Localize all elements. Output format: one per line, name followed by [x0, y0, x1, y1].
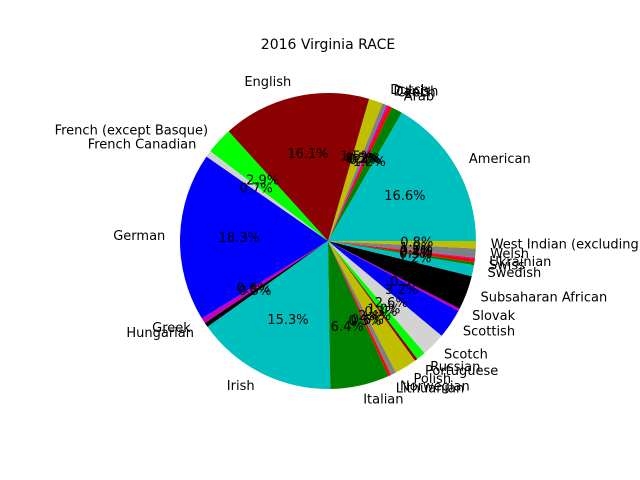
pie-slice-west-indian-excluding: [328, 241, 476, 249]
slice-pct-lithuanian: 0.3%: [348, 314, 381, 329]
slice-pct-german: 18.3%: [219, 231, 260, 246]
pie-slice-unlabeled-26: [328, 241, 476, 259]
slice-pct-english: 16.1%: [287, 147, 328, 162]
pie-slices: [179, 93, 476, 389]
slice-label-hungarian: Hungarian: [126, 326, 194, 341]
slice-label-french-canadian: French Canadian: [88, 138, 197, 153]
slice-pct-ukrainian: 0.4%: [399, 245, 432, 260]
slice-pct-welsh: 1.0%: [400, 241, 433, 256]
slice-label-slovak: Slovak: [472, 309, 515, 324]
pie-slice-hungarian: [204, 241, 328, 327]
slice-label-swedish: Swedish: [488, 266, 542, 281]
pie-slice-american: [328, 112, 476, 241]
slice-label-norwegian: Norwegian: [400, 380, 470, 395]
slice-pct-swiss: 0.3%: [399, 247, 432, 262]
slice-label-swiss: Swiss: [489, 259, 525, 274]
pie-slice-italian: [328, 241, 389, 389]
slice-label-english: English: [244, 75, 291, 90]
slice-label-russian: Russian: [430, 360, 480, 375]
pie-slice-swedish: [328, 241, 475, 277]
slice-label-german: German: [113, 229, 165, 244]
pie-slice-french-canadian: [206, 151, 328, 241]
slice-label-west-indian-excluding: West Indian (excluding: [491, 238, 639, 253]
slice-label-irish: Irish: [227, 379, 255, 394]
slice-pct-greek: 0.6%: [237, 281, 270, 296]
slice-pct-italian: 6.4%: [331, 320, 364, 335]
slice-pct-scottish: 3.2%: [385, 283, 418, 298]
slice-pct-american: 16.6%: [384, 189, 425, 204]
slice-label-subsaharan-african: Subsaharan African: [481, 290, 608, 305]
pie-slice-french-except-basque: [210, 131, 328, 241]
pie-slice-ukrainian: [328, 241, 475, 263]
slice-pct-portuguese: 0.3%: [364, 305, 397, 320]
slice-label-lithuanian: Lithuanian: [396, 382, 464, 397]
slice-label-scotch: Scotch: [444, 348, 488, 363]
pie-slice-unlabeled-5: [328, 98, 383, 241]
slice-label-dutch: Dutch: [390, 83, 429, 98]
slice-pct-danish: 0.2%: [347, 152, 380, 167]
slice-label-scottish: Scottish: [463, 325, 515, 340]
pie-slice-english: [228, 93, 370, 241]
pie-slice-czech: [328, 105, 392, 241]
pie-slice-danish: [328, 105, 389, 241]
slice-pct-norwegian: 0.6%: [351, 313, 384, 328]
slice-pct-unlabeled-5: 1.5%: [340, 150, 373, 165]
slice-label-american: American: [469, 152, 531, 167]
slice-pct-scotch: 2.6%: [375, 296, 408, 311]
slice-pct-subsaharan-african: 3.7%: [395, 265, 428, 280]
slice-label-italian: Italian: [363, 392, 403, 407]
slice-pct-polish: 2.4%: [358, 309, 391, 324]
slice-pct-french-except-basque: 2.9%: [246, 173, 279, 188]
slice-pct-hungarian: 0.5%: [238, 284, 271, 299]
chart-title: 2016 Virginia RACE: [261, 37, 395, 53]
pie-slice-greek: [201, 241, 328, 324]
slice-label-ukrainian: Ukrainian: [489, 255, 551, 270]
slice-label-arab: Arab: [404, 89, 434, 104]
slice-pct-arab: 1.2%: [353, 155, 386, 170]
slice-label-greek: Greek: [152, 321, 191, 336]
pie-slice-scotch: [328, 241, 442, 354]
slice-label-danish: Danish: [394, 85, 439, 100]
pie-slice-slovak: [328, 241, 460, 312]
slice-pct-russian: 1.0%: [367, 303, 400, 318]
pie-slice-german: [179, 156, 328, 319]
slice-label-czech: Czech: [396, 86, 435, 101]
slice-pct-unlabeled-26: 0.1%: [400, 244, 433, 259]
pie-slice-subsaharan-african: [328, 241, 472, 309]
slice-pct-swedish: 1.2%: [398, 251, 431, 266]
slice-pct-czech: 0.4%: [349, 153, 382, 168]
pie-slice-arab: [328, 107, 402, 241]
slice-pct-irish: 15.3%: [267, 313, 308, 328]
slice-pct-slovak: 0.3%: [390, 275, 423, 290]
slice-label-welsh: Welsh: [490, 247, 529, 262]
pie-slice-irish: [207, 241, 331, 389]
pie-slice-dutch: [328, 103, 387, 241]
pie-slice-russian: [328, 241, 425, 360]
pie-slice-scottish: [328, 241, 459, 336]
pie-slice-portuguese: [328, 241, 418, 361]
slice-pct-dutch: 0.5%: [345, 151, 378, 166]
pie-slice-norwegian: [328, 241, 396, 375]
pie-slice-lithuanian: [328, 241, 391, 377]
pie-labels: American 16.6% Arab 1.2% Czech 0.4% Danish 0.2%…: [55, 75, 639, 407]
pie-slice-swiss: [328, 241, 475, 266]
pie-slice-polish: [328, 241, 416, 373]
slice-pct-french-canadian: 0.7%: [240, 181, 273, 196]
pie-slice-welsh: [328, 241, 476, 258]
slice-label-polish: Polish: [414, 372, 452, 387]
slice-label-french-except-basque: French (except Basque): [55, 123, 209, 138]
slice-pct-west-indian-excluding: 0.8%: [400, 236, 433, 251]
slice-label-portuguese: Portuguese: [425, 364, 498, 379]
